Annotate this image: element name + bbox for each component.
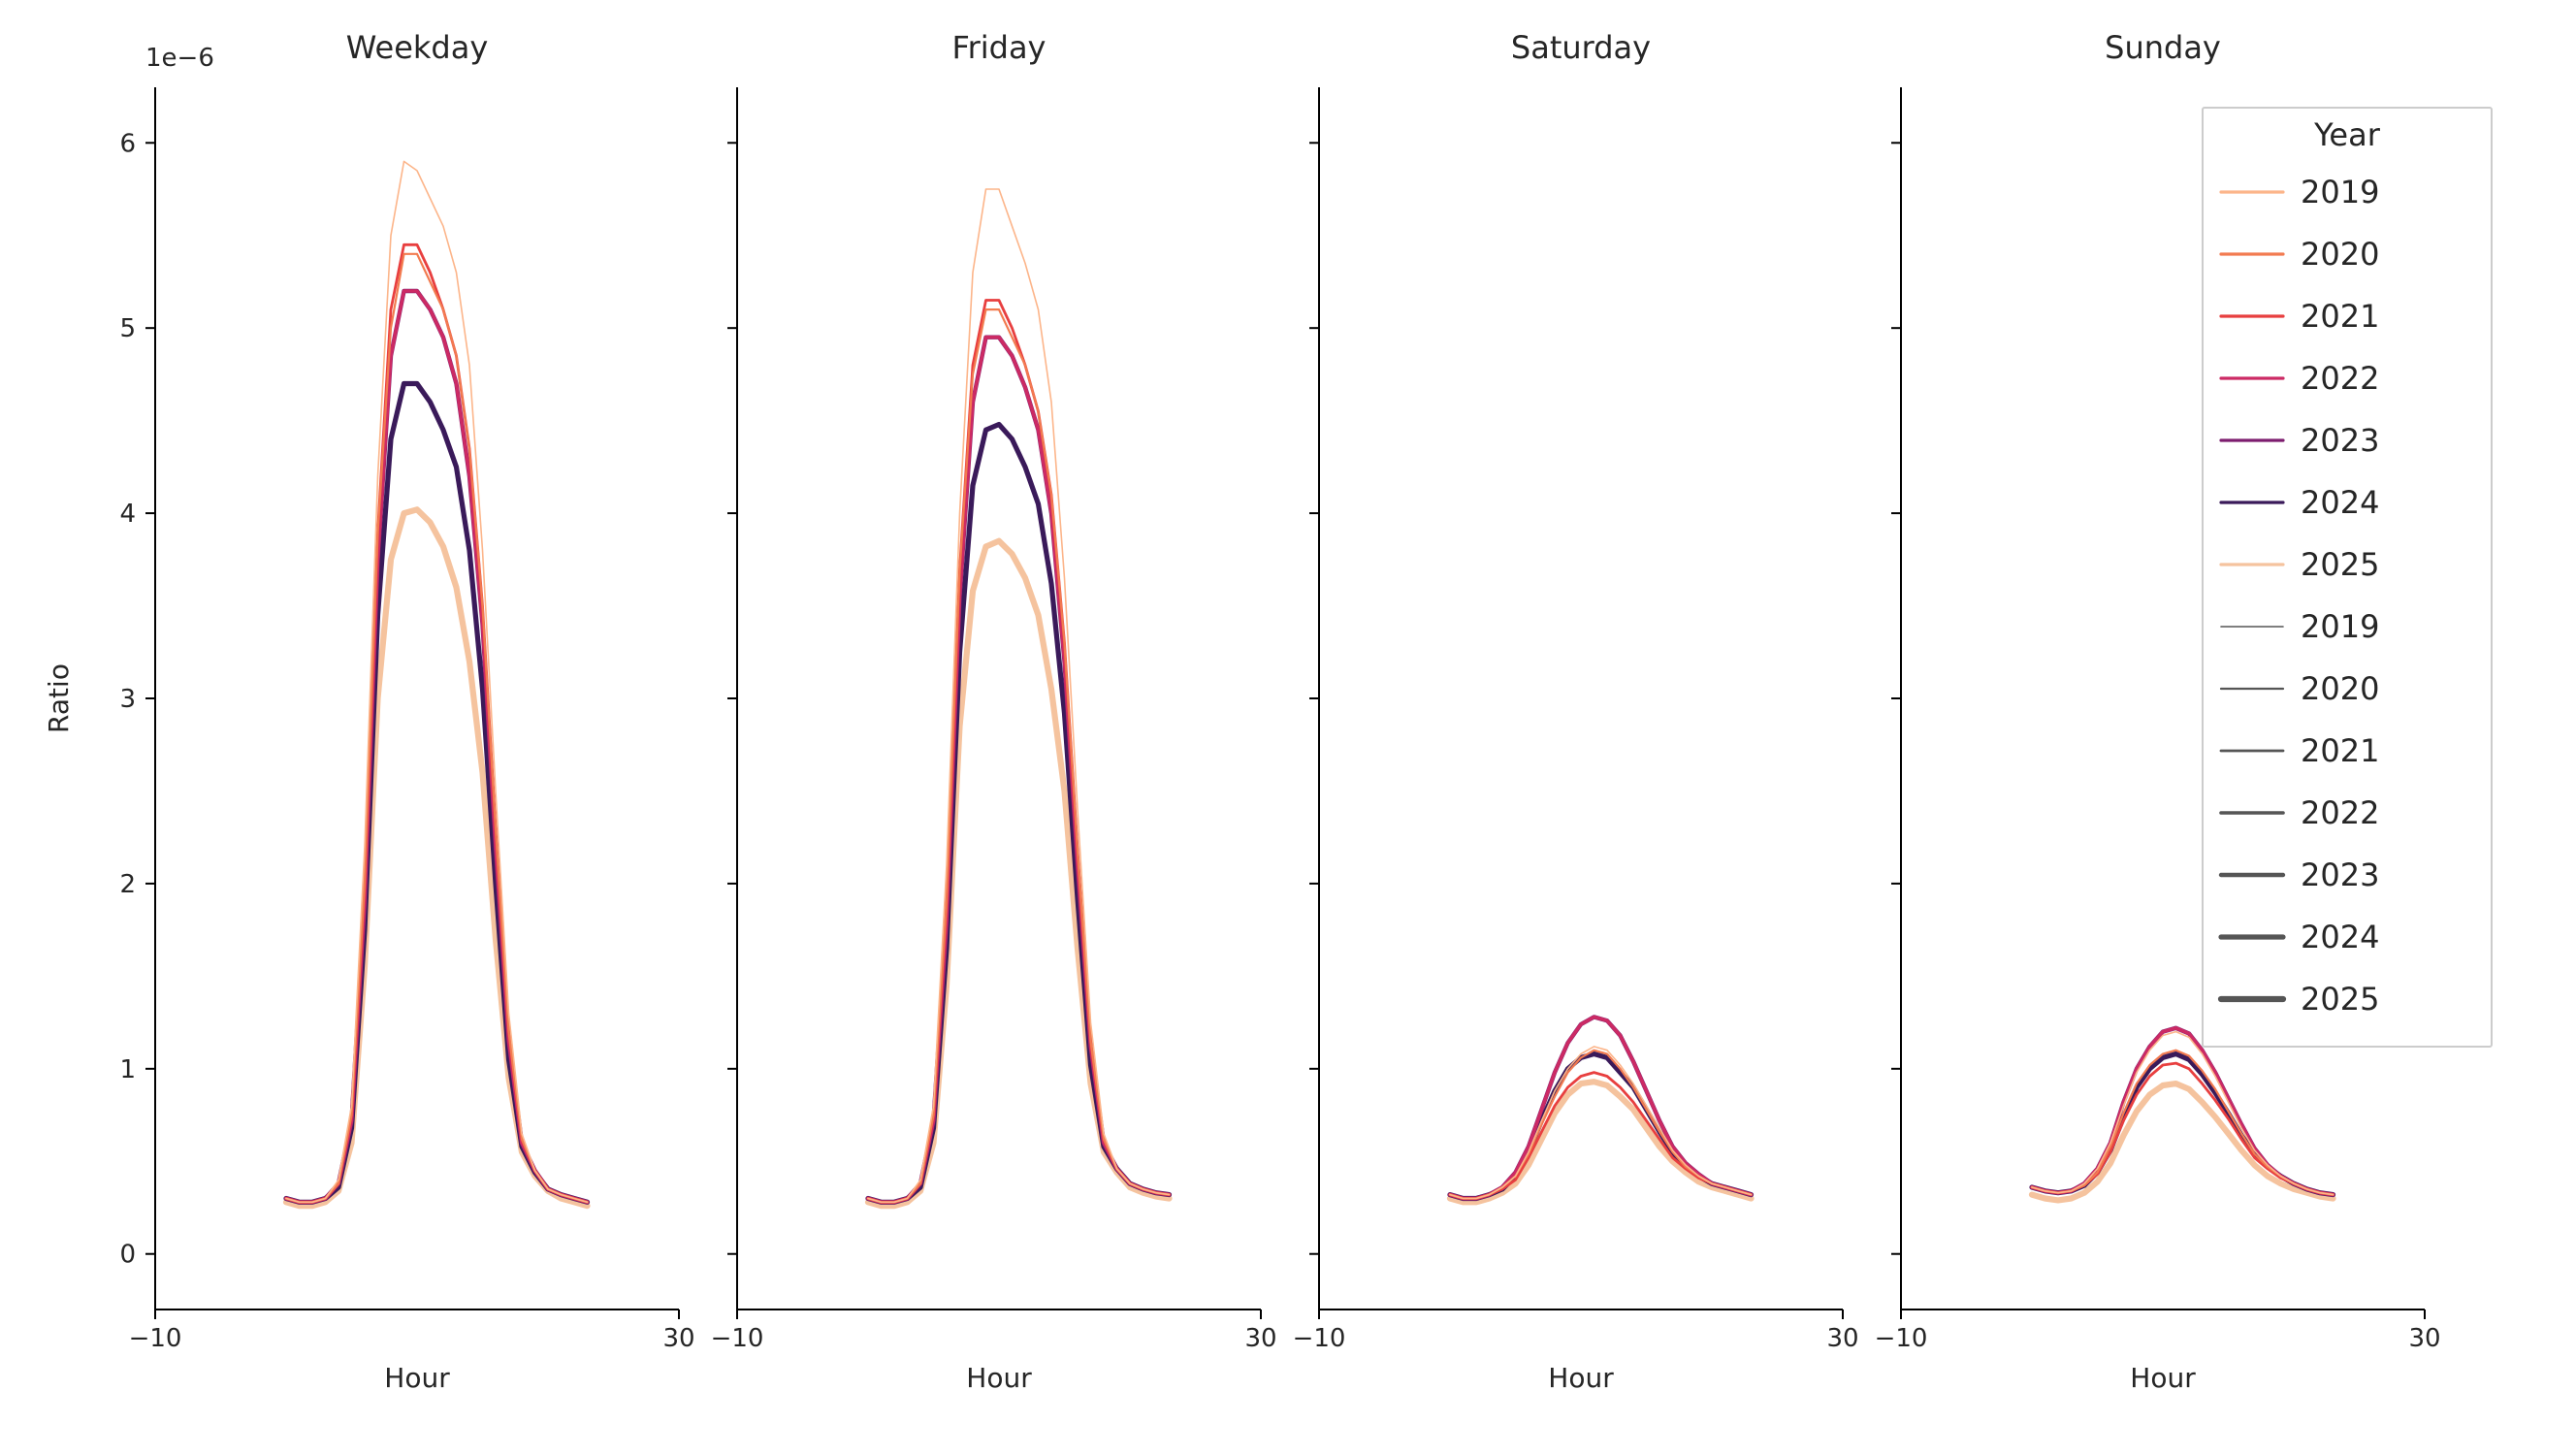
- x-axis-label: Hour: [966, 1362, 1032, 1394]
- x-tick-label: −10: [129, 1324, 182, 1353]
- series-2021: [286, 244, 588, 1202]
- legend-item-label: 2021: [2301, 732, 2379, 769]
- series-2025: [1450, 1082, 1752, 1202]
- series-2023: [868, 338, 1170, 1203]
- series-2022: [1450, 1017, 1752, 1198]
- x-tick-label: 30: [1826, 1324, 1858, 1353]
- y-tick-label: 3: [119, 685, 136, 714]
- series-2024: [868, 425, 1170, 1203]
- legend-item-label: 2020: [2301, 236, 2379, 273]
- series-2020: [1450, 1051, 1752, 1199]
- series-2024: [2032, 1054, 2334, 1195]
- series-2022: [868, 338, 1170, 1203]
- series-2023: [1450, 1017, 1752, 1198]
- panel-title: Saturday: [1511, 29, 1651, 66]
- legend-item-label: 2023: [2301, 857, 2379, 893]
- x-axis-label: Hour: [1548, 1362, 1614, 1394]
- figure: −1030Hour0123456Ratio1e−6Weekday−1030Hou…: [0, 0, 2576, 1455]
- series-2019: [868, 189, 1170, 1202]
- y-tick-label: 5: [119, 314, 136, 343]
- panel-saturday: −1030HourSaturday: [1319, 87, 1843, 1310]
- y-tick-label: 6: [119, 129, 136, 158]
- legend-title: Year: [2313, 116, 2381, 153]
- y-tick-label: 2: [119, 870, 136, 899]
- series-2023: [286, 291, 588, 1202]
- y-tick-label: 1: [119, 1055, 136, 1084]
- panel-title: Weekday: [346, 29, 489, 66]
- legend-item-label: 2019: [2301, 174, 2379, 210]
- legend-item-label: 2019: [2301, 608, 2379, 645]
- series-2020: [868, 309, 1170, 1202]
- series-2024: [286, 384, 588, 1203]
- x-tick-label: −10: [1293, 1324, 1346, 1353]
- x-tick-label: 30: [2408, 1324, 2440, 1353]
- y-exponent-label: 1e−6: [145, 44, 214, 73]
- legend-item-label: 2022: [2301, 360, 2379, 397]
- series-2020: [2032, 1051, 2334, 1195]
- legend-item-label: 2025: [2301, 981, 2379, 1018]
- x-tick-label: −10: [1875, 1324, 1928, 1353]
- legend-item-label: 2024: [2301, 919, 2379, 955]
- legend-item-label: 2024: [2301, 484, 2379, 521]
- series-2019: [286, 161, 588, 1202]
- x-tick-label: −10: [711, 1324, 764, 1353]
- legend-item-label: 2020: [2301, 670, 2379, 707]
- legend-item-label: 2022: [2301, 794, 2379, 831]
- series-2019: [1450, 1047, 1752, 1199]
- y-tick-label: 0: [119, 1241, 136, 1270]
- series-2021: [2032, 1063, 2334, 1195]
- y-tick-label: 4: [119, 500, 136, 529]
- panel-title: Friday: [952, 29, 1046, 66]
- series-2022: [286, 291, 588, 1202]
- legend-item-label: 2025: [2301, 546, 2379, 583]
- legend-item-label: 2021: [2301, 298, 2379, 335]
- legend: Year 2019 2020 2021 2022 2023 2024 2025 2019 2020…: [2202, 107, 2493, 1050]
- panel-weekday: −1030Hour0123456Ratio1e−6Weekday: [155, 87, 679, 1310]
- panel-title: Sunday: [2105, 29, 2221, 66]
- x-axis-label: Hour: [384, 1362, 450, 1394]
- legend-item-label: 2023: [2301, 422, 2379, 459]
- series-2020: [286, 254, 588, 1203]
- panel-friday: −1030HourFriday: [737, 87, 1261, 1310]
- y-axis-label: Ratio: [43, 663, 75, 733]
- x-tick-label: 30: [662, 1324, 694, 1353]
- series-2025: [286, 509, 588, 1206]
- x-tick-label: 30: [1244, 1324, 1276, 1353]
- series-2021: [868, 301, 1170, 1203]
- series-2025: [868, 541, 1170, 1206]
- x-axis-label: Hour: [2130, 1362, 2196, 1394]
